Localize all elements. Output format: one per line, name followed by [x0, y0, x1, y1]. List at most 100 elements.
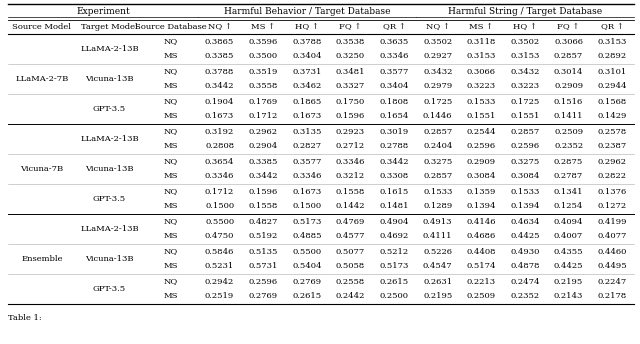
Text: 0.3865: 0.3865 [205, 37, 234, 45]
Text: 0.2892: 0.2892 [598, 53, 627, 61]
Text: 0.3153: 0.3153 [510, 53, 540, 61]
Text: 0.5192: 0.5192 [248, 233, 278, 240]
Text: 0.3432: 0.3432 [423, 67, 452, 75]
Text: Ensemble: Ensemble [21, 255, 63, 263]
Text: 0.1673: 0.1673 [205, 112, 234, 120]
Text: 0.3385: 0.3385 [205, 53, 234, 61]
Text: 0.2827: 0.2827 [292, 142, 321, 151]
Text: 0.1446: 0.1446 [423, 112, 452, 120]
Text: GPT-3.5: GPT-3.5 [93, 195, 126, 203]
Text: MS: MS [163, 53, 178, 61]
Text: 0.1394: 0.1394 [510, 203, 540, 211]
Text: Experiment: Experiment [76, 8, 130, 17]
Text: 0.2509: 0.2509 [554, 128, 583, 136]
Text: 0.2615: 0.2615 [292, 292, 321, 301]
Text: 0.3442: 0.3442 [248, 172, 278, 181]
Text: 0.3223: 0.3223 [510, 83, 540, 90]
Text: NQ: NQ [163, 247, 178, 256]
Text: 0.1516: 0.1516 [554, 97, 583, 106]
Text: 0.3346: 0.3346 [205, 172, 234, 181]
Text: NQ ↑: NQ ↑ [426, 23, 450, 31]
Text: 0.4495: 0.4495 [597, 262, 627, 270]
Text: 0.1673: 0.1673 [292, 112, 321, 120]
Text: 0.3442: 0.3442 [380, 158, 409, 165]
Text: 0.1533: 0.1533 [467, 97, 496, 106]
Text: 0.1429: 0.1429 [598, 112, 627, 120]
Text: NQ: NQ [163, 278, 178, 286]
Text: 0.1411: 0.1411 [554, 112, 583, 120]
Text: 0.1442: 0.1442 [336, 203, 365, 211]
Text: 0.5846: 0.5846 [205, 247, 234, 256]
Text: NQ: NQ [163, 217, 178, 226]
Text: 0.5212: 0.5212 [380, 247, 408, 256]
Text: LLaMA-2-13B: LLaMA-2-13B [80, 135, 139, 143]
Text: Vicuna-13B: Vicuna-13B [85, 165, 134, 173]
Text: 0.3135: 0.3135 [292, 128, 321, 136]
Text: 0.2442: 0.2442 [336, 292, 365, 301]
Text: MS: MS [163, 83, 178, 90]
Text: 0.1725: 0.1725 [423, 97, 452, 106]
Text: 0.4634: 0.4634 [510, 217, 540, 226]
Text: 0.2857: 0.2857 [423, 172, 452, 181]
Text: 0.1533: 0.1533 [510, 187, 540, 195]
Text: LLaMA-2-7B: LLaMA-2-7B [15, 75, 68, 83]
Text: 0.4007: 0.4007 [554, 233, 583, 240]
Text: 0.1865: 0.1865 [292, 97, 321, 106]
Text: 0.4547: 0.4547 [423, 262, 452, 270]
Text: 0.1533: 0.1533 [423, 187, 452, 195]
Text: QR ↑: QR ↑ [601, 23, 623, 31]
Text: 0.2962: 0.2962 [598, 158, 627, 165]
Text: 0.1481: 0.1481 [380, 203, 409, 211]
Text: 0.3404: 0.3404 [292, 53, 321, 61]
Text: 0.4827: 0.4827 [248, 217, 278, 226]
Text: 0.2558: 0.2558 [336, 278, 365, 286]
Text: MS: MS [163, 112, 178, 120]
Text: 0.1712: 0.1712 [248, 112, 278, 120]
Text: 0.2909: 0.2909 [554, 83, 583, 90]
Text: 0.3327: 0.3327 [336, 83, 365, 90]
Text: 0.1376: 0.1376 [598, 187, 627, 195]
Text: 0.2474: 0.2474 [510, 278, 540, 286]
Text: 0.2596: 0.2596 [510, 142, 540, 151]
Text: 0.2927: 0.2927 [423, 53, 452, 61]
Text: NQ: NQ [163, 67, 178, 75]
Text: 0.2213: 0.2213 [467, 278, 496, 286]
Text: 0.3558: 0.3558 [248, 83, 278, 90]
Text: 0.2769: 0.2769 [292, 278, 321, 286]
Text: 0.5058: 0.5058 [336, 262, 365, 270]
Text: 0.4913: 0.4913 [423, 217, 452, 226]
Text: 0.3500: 0.3500 [248, 53, 278, 61]
Text: 0.1615: 0.1615 [380, 187, 409, 195]
Text: 0.1673: 0.1673 [292, 187, 321, 195]
Text: 0.1654: 0.1654 [380, 112, 409, 120]
Text: 0.2822: 0.2822 [598, 172, 627, 181]
Text: 0.2352: 0.2352 [510, 292, 540, 301]
Text: 0.2787: 0.2787 [554, 172, 583, 181]
Text: MS: MS [163, 233, 178, 240]
Text: 0.2857: 0.2857 [554, 53, 583, 61]
Text: 0.2979: 0.2979 [423, 83, 452, 90]
Text: 0.2631: 0.2631 [423, 278, 452, 286]
Text: 0.4199: 0.4199 [597, 217, 627, 226]
Text: 0.3275: 0.3275 [423, 158, 452, 165]
Text: 0.1394: 0.1394 [467, 203, 496, 211]
Text: 0.2769: 0.2769 [248, 292, 278, 301]
Text: 0.5135: 0.5135 [248, 247, 278, 256]
Text: 0.4425: 0.4425 [510, 233, 540, 240]
Text: NQ ↑: NQ ↑ [207, 23, 232, 31]
Text: 0.2247: 0.2247 [598, 278, 627, 286]
Text: 0.3153: 0.3153 [598, 37, 627, 45]
Text: 0.3192: 0.3192 [205, 128, 234, 136]
Text: 0.1551: 0.1551 [510, 112, 540, 120]
Text: 0.2962: 0.2962 [249, 128, 278, 136]
Text: 0.4111: 0.4111 [423, 233, 452, 240]
Text: 0.1558: 0.1558 [248, 203, 278, 211]
Text: 0.1725: 0.1725 [510, 97, 540, 106]
Text: 0.3442: 0.3442 [205, 83, 234, 90]
Text: 0.4094: 0.4094 [554, 217, 583, 226]
Text: 0.1712: 0.1712 [205, 187, 234, 195]
Text: 0.3346: 0.3346 [336, 158, 365, 165]
Text: 0.2909: 0.2909 [467, 158, 496, 165]
Text: Harmful String / Target Database: Harmful String / Target Database [448, 8, 602, 17]
Text: 0.4577: 0.4577 [336, 233, 365, 240]
